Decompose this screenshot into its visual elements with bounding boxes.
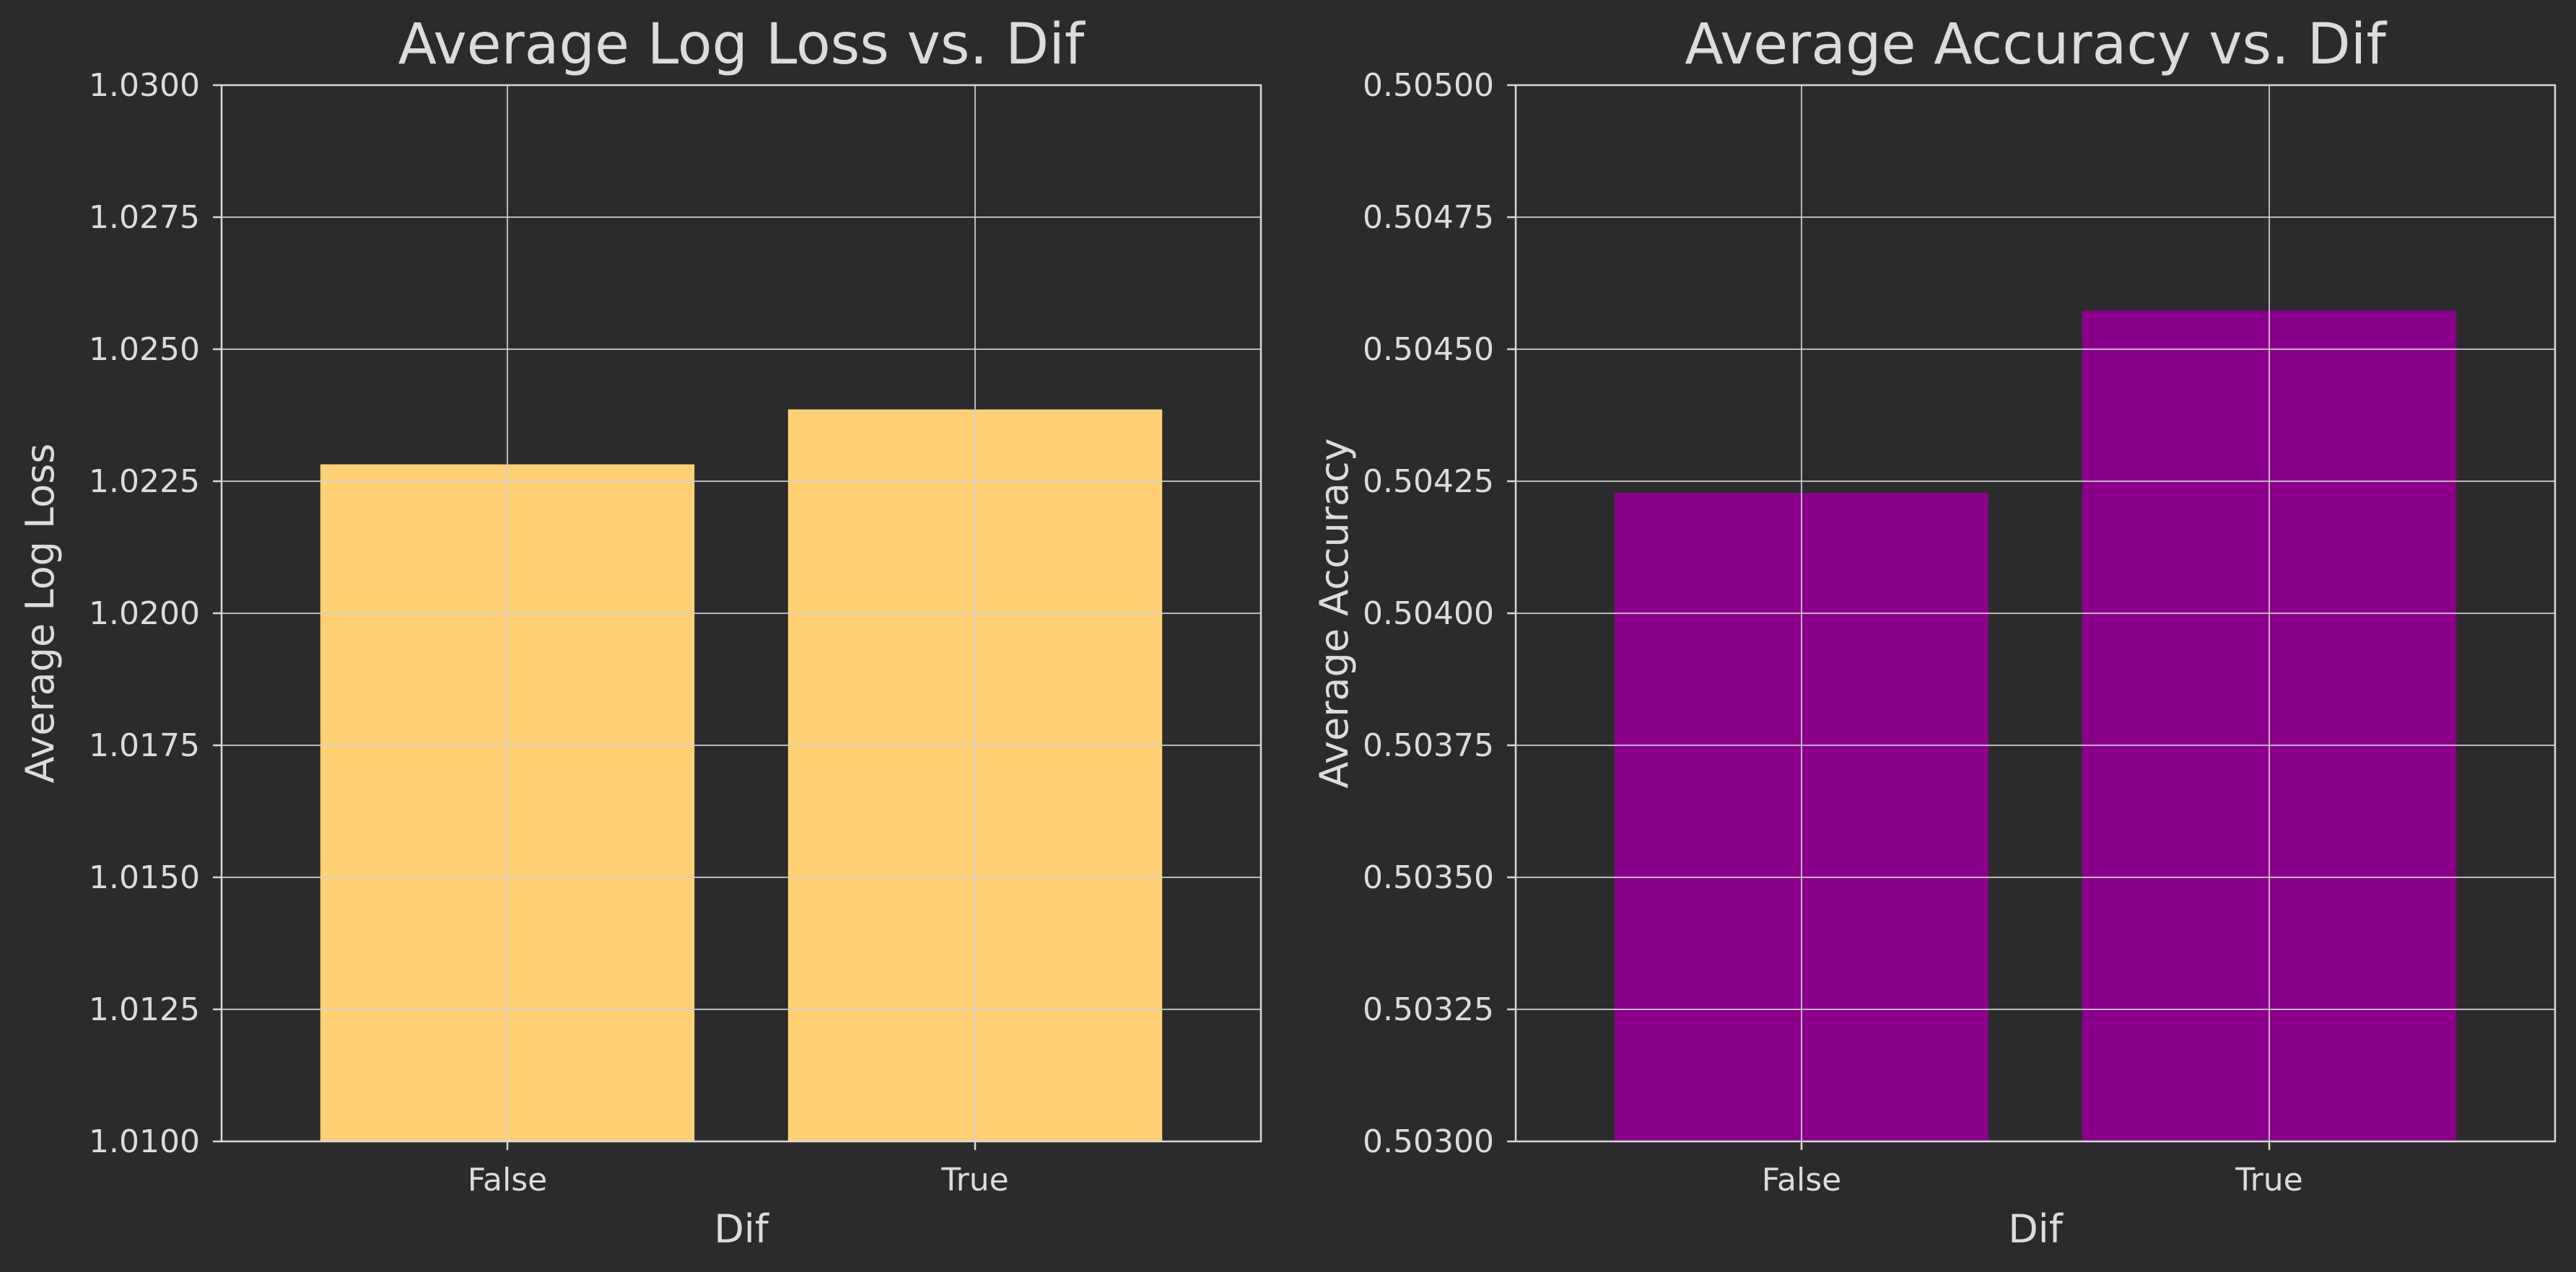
y-tick-label: 1.0250 (89, 331, 200, 368)
y-tick-label: 0.50475 (1363, 199, 1494, 236)
chart-title: Average Accuracy vs. Dif (1685, 12, 2387, 77)
y-tick-label: 0.50400 (1363, 595, 1494, 632)
y-tick-label: 0.50325 (1363, 991, 1494, 1028)
y-tick-label: 0.50300 (1363, 1123, 1494, 1160)
y-tick-label: 0.50450 (1363, 331, 1494, 368)
x-axis-label: Dif (714, 1206, 770, 1252)
chart-title: Average Log Loss vs. Dif (398, 12, 1086, 77)
y-tick-label: 1.0100 (89, 1123, 200, 1160)
y-tick-label: 1.0150 (89, 859, 200, 896)
chart-panel-0: 1.0100 1.0125 1.0150 1.0175 1.0200 1.0225 1.02… (17, 12, 1262, 1252)
y-tick-label: 1.0300 (89, 67, 200, 104)
x-axis-label: Dif (2008, 1206, 2064, 1252)
x-tick-label: False (468, 1162, 547, 1198)
y-tick-label: 1.0125 (89, 991, 200, 1028)
y-tick-label: 1.0225 (89, 463, 200, 500)
y-axis-label: Average Log Loss (17, 444, 63, 784)
y-tick-label: 0.50425 (1363, 463, 1494, 500)
y-tick-label: 0.50350 (1363, 859, 1494, 896)
y-tick-label: 1.0200 (89, 595, 200, 632)
y-tick-label: 0.50500 (1363, 67, 1494, 104)
chart-panel-1: 0.50300 0.50325 0.50350 0.50375 0.50400 0.504… (1311, 12, 2557, 1252)
x-tick-label: True (2235, 1162, 2302, 1198)
y-tick-label: 1.0275 (89, 199, 200, 236)
y-axis-label: Average Accuracy (1311, 438, 1357, 788)
y-tick-label: 0.50375 (1363, 727, 1494, 764)
x-tick-label: False (1762, 1162, 1841, 1198)
y-tick-label: 1.0175 (89, 727, 200, 764)
x-tick-label: True (940, 1162, 1008, 1198)
